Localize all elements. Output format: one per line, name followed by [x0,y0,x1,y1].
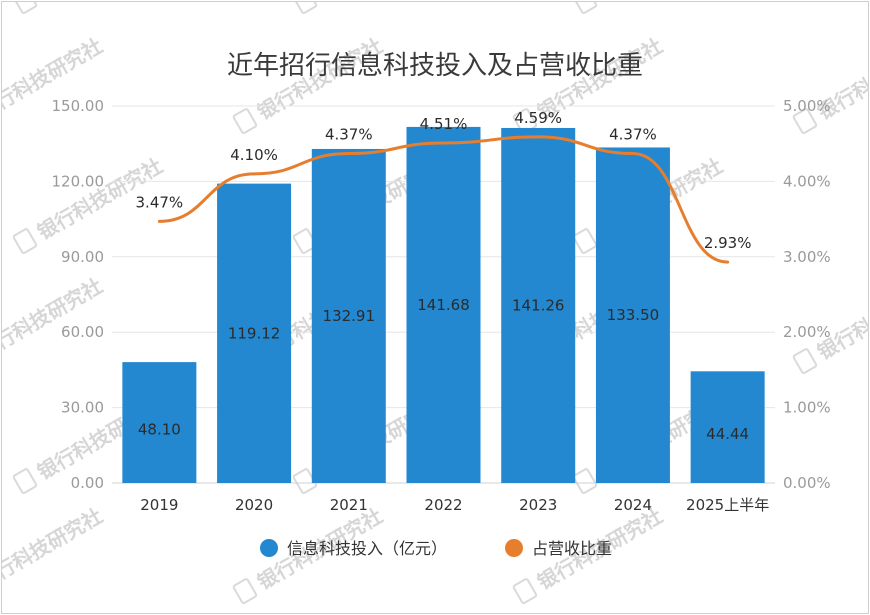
document-icon [572,228,598,254]
legend-line-marker [505,539,523,557]
bar [501,127,576,484]
document-icon [572,2,598,14]
left-tick-label: 30.00 [61,399,104,417]
line-value-labels: 3.47% 4.10% 4.37% 4.51% 4.59% 4.37% 2.93% [136,109,752,252]
bar-value-label: 48.10 [138,421,181,439]
bar [690,371,765,483]
right-tick-label: 3.00% [783,248,831,266]
line-point [157,219,161,223]
line-value-label: 2.93% [704,234,752,252]
category-label: 2024 [614,496,652,514]
category-label: 2022 [424,496,462,514]
document-icon [12,2,38,14]
legend-line-label: 占营收比重 [532,539,612,558]
chart-title: 近年招行信息科技投入及占营收比重 [227,51,643,81]
watermark: 银行科技研究社 [2,34,107,125]
line-point [726,260,730,264]
legend-bar-label: 信息科技投入（亿元） [287,539,447,558]
document-icon [292,2,318,14]
line-point [252,172,256,176]
document-icon [12,468,38,494]
legend: 信息科技投入（亿元） 占营收比重 [260,539,612,558]
bar [311,148,386,483]
watermark: 银行科技研究社 [292,2,447,14]
bar-value-label: 44.44 [706,425,749,443]
left-tick-label: 150.00 [52,97,105,115]
right-tick-label: 2.00% [783,323,831,341]
line-value-label: 4.10% [230,146,278,164]
left-tick-label: 120.00 [52,172,105,190]
category-label: 2023 [519,496,557,514]
right-tick-label: 1.00% [783,399,831,417]
x-axis: 2019 2020 2021 2022 2023 2024 2025上半年 [140,496,769,514]
right-axis: 0.00% 1.00% 2.00% 3.00% 4.00% 5.00% [783,97,831,492]
line-value-label: 3.47% [136,193,184,211]
line-value-label: 4.51% [420,115,468,133]
document-icon [232,108,258,134]
bar-value-labels: 48.10 119.12 132.91 141.68 141.26 133.50 44.44 [138,296,749,443]
left-tick-label: 60.00 [61,323,104,341]
line-point [442,141,445,145]
watermark: 银行科技研究社 [12,2,167,14]
line-value-label: 4.37% [325,126,373,144]
document-icon [792,348,818,374]
watermark-text: 银行科技研究社 [33,2,166,4]
category-label: 2025上半年 [686,496,769,514]
left-tick-label: 90.00 [61,248,104,266]
watermark: 银行科技研究社 [232,34,387,134]
left-tick-label: 0.00 [71,474,104,492]
document-icon [572,468,598,494]
bar [595,147,670,483]
bar [217,183,292,483]
watermark-text: 银行科技研究社 [2,504,107,595]
watermark: 银行科技研究社 [2,504,107,595]
document-icon [512,578,538,604]
document-icon [792,108,818,134]
bar-value-label: 119.12 [228,324,281,342]
category-label: 2021 [330,496,368,514]
category-label: 2019 [140,496,178,514]
watermark-text: 银行科技研究社 [593,2,726,4]
bar-value-label: 133.50 [607,306,660,324]
line-point [347,152,351,156]
watermark-text: 银行科技研究社 [813,274,868,365]
bar [406,126,481,483]
bar-value-label: 141.26 [512,296,565,314]
watermark-text: 银行科技研究社 [313,2,446,4]
line-point [631,152,635,156]
watermark-text: 银行科技研究社 [2,274,107,365]
left-axis: 0.00 30.00 60.00 90.00 120.00 150.00 [52,97,105,492]
line-value-label: 4.59% [514,109,562,127]
document-icon [12,228,38,254]
bar [122,362,197,483]
category-label: 2020 [235,496,273,514]
line-value-label: 4.37% [609,126,657,144]
legend-bar-marker [260,539,278,557]
line-point [536,135,540,139]
watermark: 银行科技研究社 [572,2,727,14]
right-tick-label: 0.00% [783,474,831,492]
right-tick-label: 5.00% [783,97,831,115]
bar-value-label: 141.68 [417,296,470,314]
bar-value-label: 132.91 [323,307,376,325]
bar-series [122,126,765,484]
line-series [157,135,730,264]
right-tick-label: 4.00% [783,172,831,190]
watermark: 银行科技研究社 [792,34,868,134]
document-icon [232,578,258,604]
